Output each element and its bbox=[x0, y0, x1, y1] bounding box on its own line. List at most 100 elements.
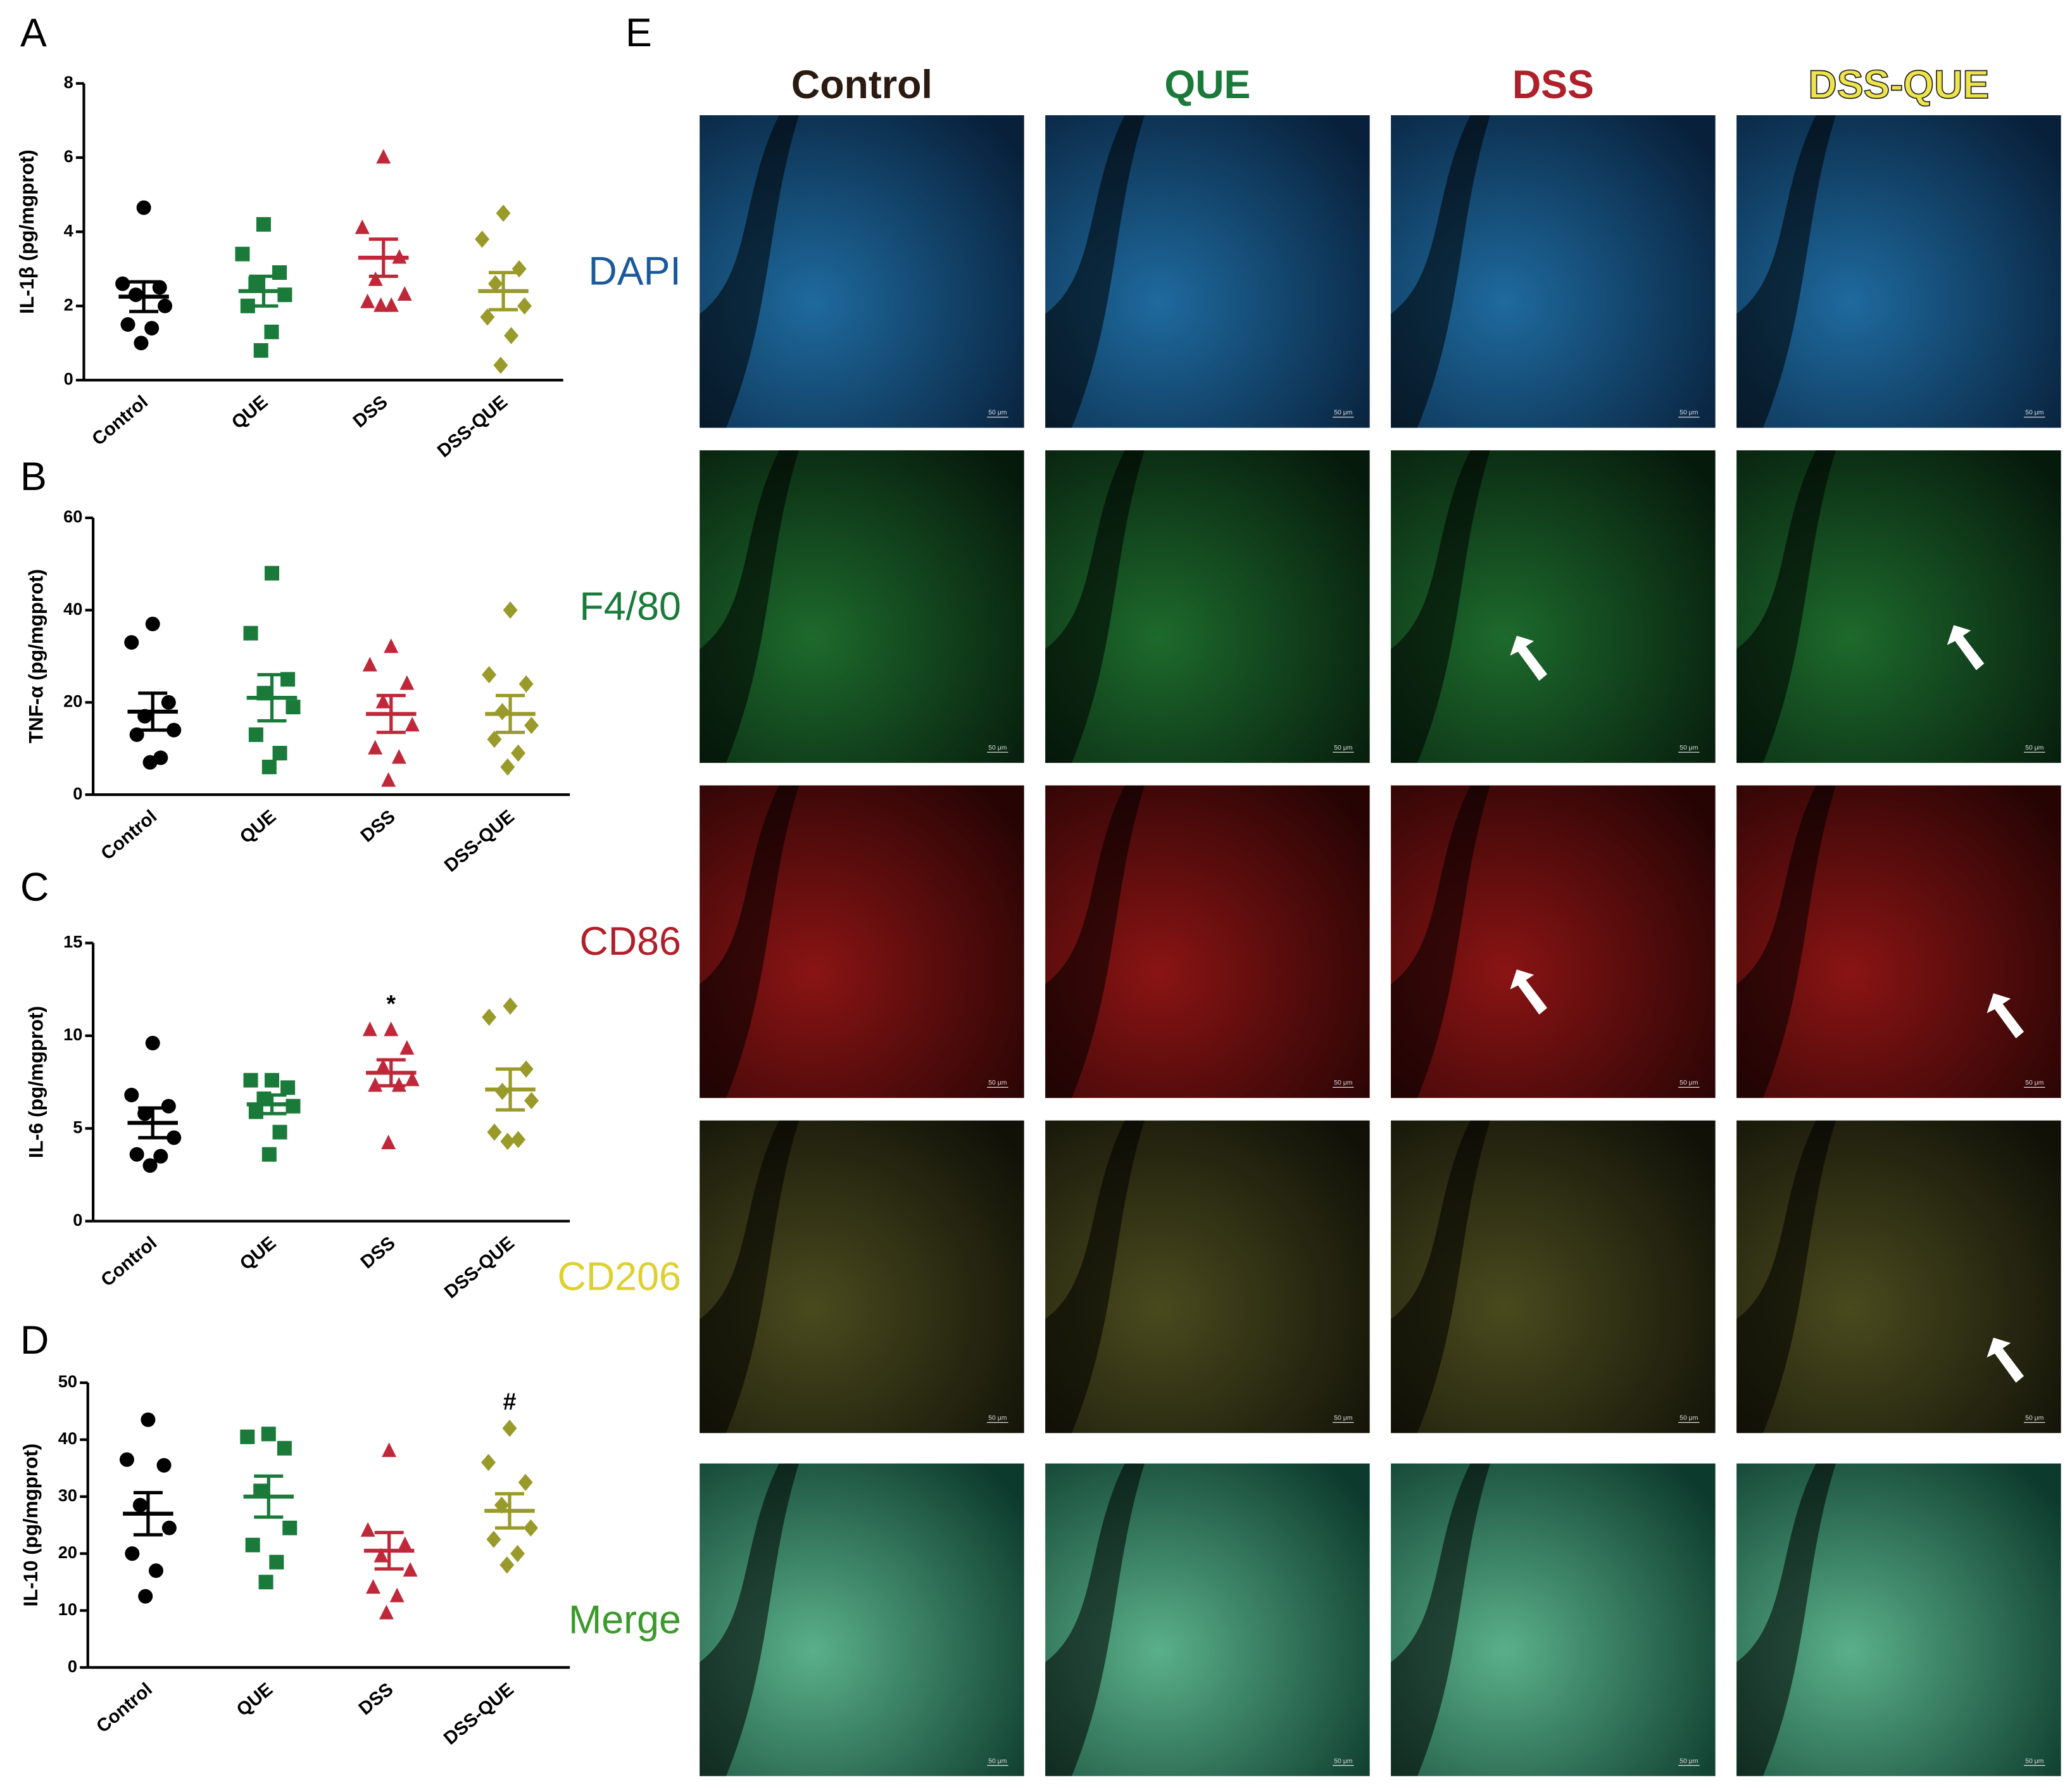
data-point bbox=[134, 336, 149, 351]
data-point bbox=[264, 1073, 280, 1088]
y-tick-label: 20 bbox=[63, 691, 82, 711]
y-axis-label: IL-6 (pg/mgprot) bbox=[25, 1006, 47, 1158]
y-tick-label: 60 bbox=[63, 507, 82, 526]
data-point bbox=[253, 343, 268, 358]
tissue-lumen bbox=[1391, 1120, 1491, 1433]
data-point bbox=[261, 759, 277, 774]
data-point bbox=[156, 1457, 172, 1473]
data-point bbox=[124, 1088, 139, 1103]
data-point bbox=[503, 601, 518, 619]
data-point bbox=[145, 1036, 160, 1051]
data-point bbox=[360, 293, 375, 308]
data-point bbox=[487, 1123, 502, 1141]
data-point bbox=[384, 1021, 399, 1036]
x-tick-label: QUE bbox=[236, 806, 280, 848]
x-tick-label: QUE bbox=[227, 391, 272, 433]
data-point bbox=[379, 1604, 394, 1620]
scale-bar-label: 50 μm bbox=[988, 745, 1007, 752]
data-point bbox=[258, 1575, 273, 1590]
data-point bbox=[240, 1429, 255, 1444]
y-axis-label: IL-10 (pg/mgprot) bbox=[20, 1444, 42, 1607]
data-point bbox=[381, 1135, 396, 1150]
data-point bbox=[502, 1420, 517, 1437]
scale-bar-label: 50 μm bbox=[988, 410, 1007, 417]
arrow bbox=[1987, 993, 2025, 1039]
data-point bbox=[496, 205, 511, 222]
data-point bbox=[374, 1547, 389, 1563]
data-point bbox=[125, 1546, 140, 1561]
scale-bar-label: 50 μm bbox=[2025, 1080, 2044, 1086]
data-point bbox=[137, 1106, 153, 1121]
error-bar bbox=[254, 1474, 284, 1519]
data-point bbox=[399, 675, 415, 690]
arrow bbox=[1947, 625, 1985, 670]
y-tick-label: 4 bbox=[64, 220, 73, 240]
data-point bbox=[269, 1554, 284, 1570]
tissue-lumen bbox=[1736, 115, 1836, 428]
data-point bbox=[504, 327, 519, 344]
significance-mark: * bbox=[386, 990, 396, 1017]
scale-bar-label: 50 μm bbox=[1334, 1414, 1352, 1421]
data-point bbox=[500, 758, 515, 776]
y-tick-label: 0 bbox=[68, 1656, 77, 1676]
column-label: QUE bbox=[1164, 63, 1250, 107]
data-point bbox=[403, 1562, 418, 1577]
data-point bbox=[166, 1130, 182, 1145]
tissue-lumen bbox=[700, 1463, 800, 1777]
y-axis-label: IL-1β (pg/mgprot) bbox=[16, 149, 38, 314]
scale-bar-label: 50 μm bbox=[1680, 1414, 1698, 1421]
data-point bbox=[245, 1537, 260, 1552]
data-point bbox=[161, 1520, 177, 1535]
data-point bbox=[138, 1589, 153, 1604]
data-point bbox=[368, 271, 383, 286]
error-bar bbox=[374, 1530, 404, 1571]
x-tick-label: Control bbox=[97, 806, 161, 864]
scale-bar-label: 50 μm bbox=[1680, 1758, 1698, 1765]
y-tick-label: 6 bbox=[64, 146, 73, 166]
data-point bbox=[235, 246, 250, 261]
column-label: Control bbox=[791, 63, 932, 107]
data-point bbox=[144, 320, 160, 336]
data-point bbox=[475, 230, 490, 248]
data-point bbox=[277, 1440, 292, 1456]
error-bar bbox=[257, 1093, 287, 1116]
data-point bbox=[398, 1536, 413, 1551]
data-point bbox=[382, 1442, 397, 1457]
panel-label: A bbox=[20, 11, 47, 55]
x-tick-label: QUE bbox=[236, 1232, 280, 1274]
data-point bbox=[500, 1133, 515, 1150]
data-point bbox=[499, 1556, 515, 1574]
chart-panel: C IL-6 (pg/mgprot) 0 5 10 15 Control QUE DSS * DSS… bbox=[20, 865, 570, 1302]
scale-bar-label: 50 μm bbox=[1334, 1080, 1352, 1086]
x-tick-label: DSS-QUE bbox=[441, 1232, 518, 1302]
data-point bbox=[368, 740, 383, 755]
data-point bbox=[511, 744, 526, 762]
data-point bbox=[129, 1147, 144, 1162]
data-point bbox=[399, 1040, 415, 1055]
tissue-lumen bbox=[1045, 785, 1145, 1099]
data-point bbox=[272, 1124, 287, 1140]
data-point bbox=[264, 565, 280, 581]
data-point bbox=[518, 1473, 533, 1491]
data-point bbox=[253, 1483, 268, 1499]
y-tick-label: 0 bbox=[73, 783, 82, 803]
data-point bbox=[384, 297, 399, 312]
data-point bbox=[161, 1099, 176, 1114]
data-point bbox=[362, 1021, 377, 1036]
y-tick-label: 0 bbox=[73, 1210, 82, 1230]
row-label: CD86 bbox=[579, 919, 681, 964]
chart-panel: D IL-10 (pg/mgprot) 0 10 20 30 40 50 Control QUE D… bbox=[20, 1318, 570, 1749]
data-point bbox=[482, 1008, 497, 1026]
y-tick-label: 50 bbox=[58, 1371, 77, 1391]
data-point bbox=[494, 703, 510, 721]
data-point bbox=[240, 298, 255, 313]
data-point bbox=[368, 1077, 383, 1092]
error-bar bbox=[496, 1067, 525, 1112]
scale-bar-label: 50 μm bbox=[1680, 410, 1698, 417]
y-axis-label: TNF-α (pg/mgprot) bbox=[25, 569, 47, 743]
data-point bbox=[248, 1104, 263, 1119]
tissue-lumen bbox=[1736, 1463, 1836, 1777]
data-point bbox=[261, 1147, 277, 1162]
data-point bbox=[152, 280, 167, 295]
data-point bbox=[360, 1522, 375, 1537]
